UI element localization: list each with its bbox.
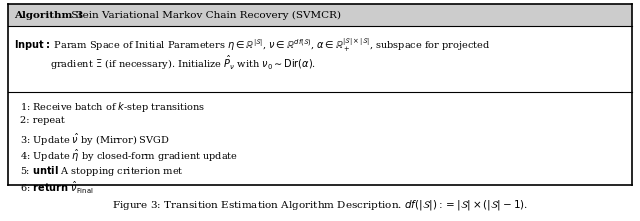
Text: 4: Update $\hat{\eta}$ by closed-form gradient update: 4: Update $\hat{\eta}$ by closed-form gr… [20, 148, 238, 164]
Text: 5: $\mathbf{until}$ A stopping criterion met: 5: $\mathbf{until}$ A stopping criterion… [20, 164, 184, 178]
Text: Figure 3: Transition Estimation Algorithm Description. $df(|\mathcal{S}|) := |\m: Figure 3: Transition Estimation Algorith… [112, 198, 528, 212]
Text: 6: $\mathbf{return}$ $\hat{\nu}_{\mathrm{Final}}$: 6: $\mathbf{return}$ $\hat{\nu}_{\mathrm… [20, 180, 93, 196]
Text: 3: Update $\hat{\nu}$ by (Mirror) SVGD: 3: Update $\hat{\nu}$ by (Mirror) SVGD [20, 132, 170, 148]
Text: Algorithm 3: Algorithm 3 [14, 11, 83, 19]
Text: 2: repeat: 2: repeat [20, 116, 65, 125]
Text: gradient $\Xi$ (if necessary). Initialize $\hat{P}_\nu$ with $\nu_0 \sim \mathrm: gradient $\Xi$ (if necessary). Initializ… [50, 54, 316, 72]
Bar [8, 4, 632, 26]
Text: Stein Variational Markov Chain Recovery (SVMCR): Stein Variational Markov Chain Recovery … [68, 10, 341, 20]
Text: 1: Receive batch of $k$-step transitions: 1: Receive batch of $k$-step transitions [20, 100, 205, 114]
Text: $\mathbf{Input:}$ Param Space of Initial Parameters $\eta \in \mathbb{R}^{|\math: $\mathbf{Input:}$ Param Space of Initial… [14, 36, 490, 54]
